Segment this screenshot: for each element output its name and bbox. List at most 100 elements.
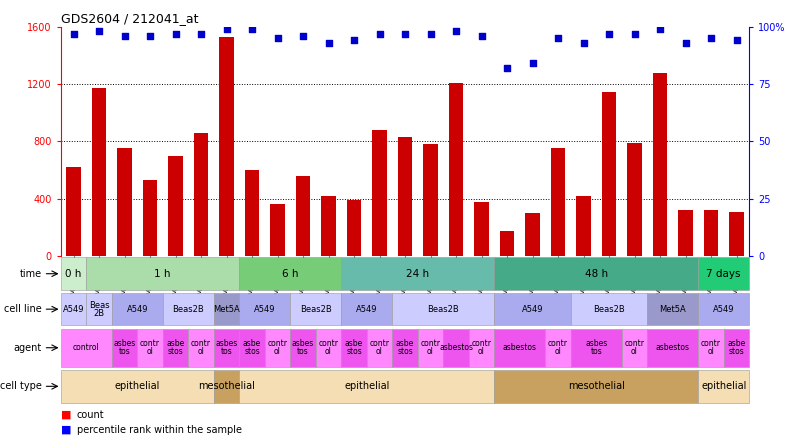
Text: epithelial: epithelial (701, 381, 747, 391)
Text: agent: agent (13, 343, 41, 353)
Bar (698, 329, 724, 367)
Bar (469, 329, 494, 367)
Bar (418, 329, 443, 367)
Bar (494, 293, 571, 325)
Text: cell type: cell type (0, 381, 41, 391)
Bar (117, 148, 131, 256)
Text: 1 h: 1 h (155, 269, 171, 279)
Text: asbes
tos: asbes tos (215, 339, 237, 356)
Text: time: time (19, 269, 41, 279)
Bar (698, 293, 749, 325)
Text: asbestos: asbestos (439, 343, 473, 352)
Point (450, 28, 463, 35)
Text: contr
ol: contr ol (471, 339, 492, 356)
Text: contr
ol: contr ol (267, 339, 288, 356)
Bar (163, 329, 188, 367)
Bar (647, 293, 698, 325)
Bar (112, 293, 163, 325)
Bar (239, 329, 265, 367)
Text: asbes
tos: asbes tos (585, 339, 608, 356)
Point (603, 30, 616, 37)
Text: cell line: cell line (4, 304, 41, 314)
Text: asbestos: asbestos (503, 343, 537, 352)
Point (424, 30, 437, 37)
Bar (494, 258, 698, 290)
Point (705, 35, 718, 42)
Bar (290, 293, 341, 325)
Bar (424, 144, 437, 256)
Bar (220, 37, 233, 256)
Bar (443, 329, 469, 367)
Bar (194, 133, 208, 256)
Bar (373, 130, 386, 256)
Bar (526, 213, 539, 256)
Bar (316, 329, 341, 367)
Bar (322, 196, 335, 256)
Text: A549: A549 (522, 305, 544, 313)
Bar (653, 72, 667, 256)
Text: 6 h: 6 h (282, 269, 299, 279)
Text: ■: ■ (61, 425, 71, 435)
Bar (143, 180, 157, 256)
Text: asbestos: asbestos (656, 343, 690, 352)
Point (679, 39, 692, 46)
Bar (341, 258, 494, 290)
Bar (494, 329, 545, 367)
Bar (86, 258, 239, 290)
Text: count: count (77, 410, 104, 420)
Text: contr
ol: contr ol (420, 339, 441, 356)
Bar (392, 329, 418, 367)
Text: asbes
tos: asbes tos (292, 339, 314, 356)
Bar (449, 83, 463, 256)
Text: contr
ol: contr ol (318, 339, 339, 356)
Text: Beas2B: Beas2B (300, 305, 331, 313)
Bar (92, 88, 106, 256)
Bar (265, 329, 290, 367)
Point (628, 30, 641, 37)
Point (67, 30, 80, 37)
Point (169, 30, 182, 37)
Text: GDS2604 / 212041_at: GDS2604 / 212041_at (61, 12, 198, 25)
Bar (239, 258, 341, 290)
Bar (724, 329, 749, 367)
Text: asbe
stos: asbe stos (727, 339, 746, 356)
Bar (398, 137, 412, 256)
Text: asbe
stos: asbe stos (345, 339, 363, 356)
Bar (61, 293, 86, 325)
Bar (214, 293, 239, 325)
Point (296, 32, 309, 40)
Bar (367, 329, 392, 367)
Bar (571, 329, 622, 367)
Point (220, 25, 233, 32)
Point (475, 32, 488, 40)
Text: asbe
stos: asbe stos (396, 339, 414, 356)
Bar (271, 204, 284, 256)
Bar (475, 202, 488, 256)
Text: contr
ol: contr ol (191, 339, 211, 356)
Point (194, 30, 207, 37)
Bar (290, 329, 316, 367)
Bar (112, 329, 137, 367)
Text: A549: A549 (356, 305, 377, 313)
Point (118, 32, 131, 40)
Bar (545, 329, 571, 367)
Bar (622, 329, 647, 367)
Bar (239, 370, 494, 403)
Point (577, 39, 590, 46)
Text: asbe
stos: asbe stos (166, 339, 185, 356)
Bar (392, 293, 494, 325)
Bar (296, 176, 310, 256)
Text: 24 h: 24 h (406, 269, 429, 279)
Point (322, 39, 335, 46)
Text: asbe
stos: asbe stos (243, 339, 261, 356)
Point (526, 60, 539, 67)
Point (399, 30, 411, 37)
Text: percentile rank within the sample: percentile rank within the sample (77, 425, 242, 435)
Text: control: control (73, 343, 100, 352)
Text: contr
ol: contr ol (140, 339, 160, 356)
Bar (239, 293, 290, 325)
Text: Beas2B: Beas2B (173, 305, 204, 313)
Point (730, 37, 743, 44)
Bar (341, 293, 392, 325)
Bar (86, 293, 112, 325)
